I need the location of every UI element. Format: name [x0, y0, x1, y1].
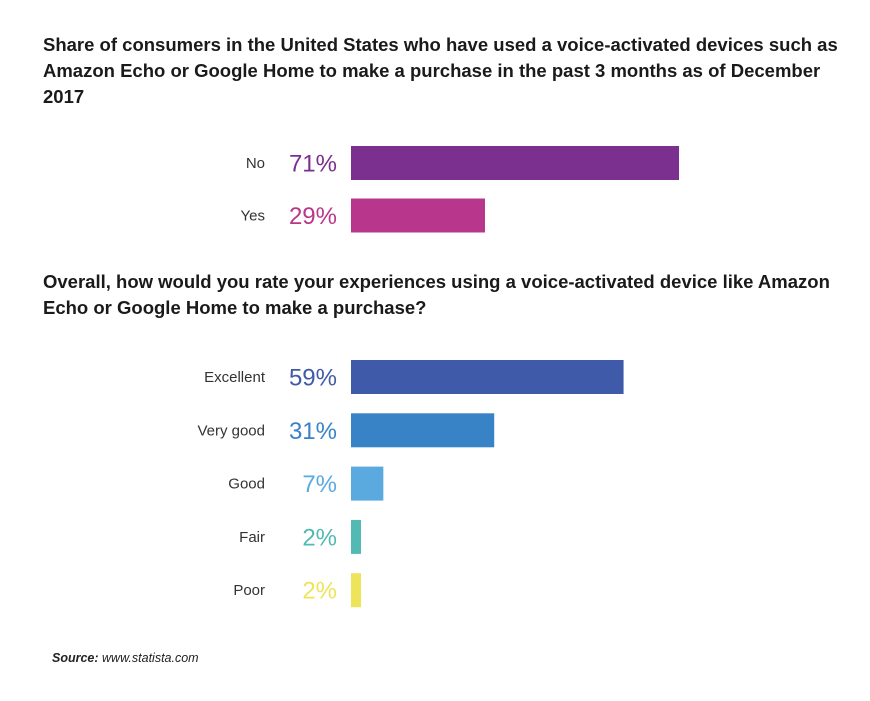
chart-2-category-label-very-good: Very good: [197, 422, 265, 439]
chart-2-bar-excellent: [351, 360, 624, 394]
chart-1-title: Share of consumers in the United States …: [43, 34, 838, 107]
chart-2-category-label-excellent: Excellent: [204, 369, 266, 386]
chart-2-title: Overall, how would you rate your experie…: [43, 271, 830, 318]
chart-1-value-label-no: 71%: [289, 151, 337, 178]
chart-1-value-label-yes: 29%: [289, 203, 337, 230]
chart-2-category-label-good: Good: [228, 476, 265, 493]
chart-2-value-label-fair: 2%: [302, 524, 337, 551]
chart-2-category-label-fair: Fair: [239, 529, 265, 546]
chart-2-bar-very-good: [351, 413, 495, 448]
chart-1-bar-no: [351, 146, 680, 180]
chart-2-category-label-poor: Poor: [233, 582, 265, 599]
chart-2-value-label-poor: 2%: [302, 578, 337, 605]
source-label: Source:: [52, 651, 99, 665]
chart-2-bar-poor: [351, 573, 361, 608]
chart-2-value-label-very-good: 31%: [289, 418, 337, 445]
source-url: www.statista.com: [102, 651, 199, 665]
chart-1-category-label-no: No: [246, 155, 265, 172]
chart-1-bar-yes: [351, 198, 485, 233]
chart-2-bar-good: [351, 466, 384, 501]
chart-2-bar-fair: [351, 519, 361, 554]
source-note: Source: www.statista.com: [52, 651, 199, 665]
chart-1-category-label-yes: Yes: [241, 208, 265, 225]
chart-2-value-label-good: 7%: [302, 471, 337, 498]
chart-2-value-label-excellent: 59%: [289, 365, 337, 392]
